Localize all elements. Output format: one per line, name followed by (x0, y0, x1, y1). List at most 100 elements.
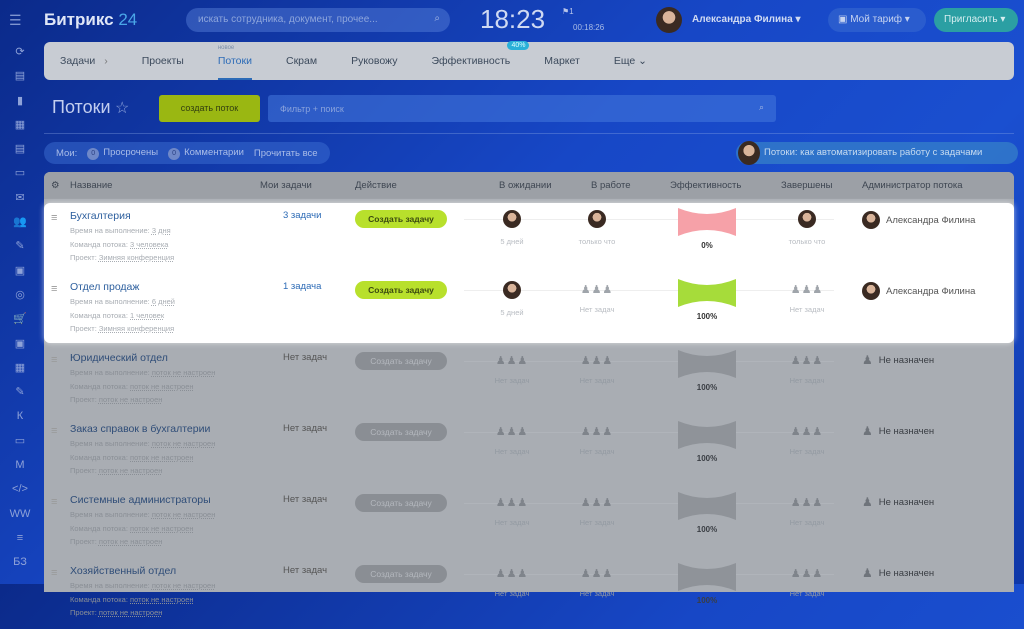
sidebar-item[interactable]: ◎ (15, 288, 25, 301)
column-header[interactable]: В работе (591, 180, 631, 191)
column-header[interactable]: Администратор потока (862, 180, 963, 191)
drag-handle-icon[interactable]: ≡ (51, 283, 58, 295)
tariff-button[interactable]: ▣ Мой тариф ▾ (828, 8, 926, 32)
flow-team[interactable]: Команда потока: 1 человек (70, 311, 165, 320)
sidebar-item[interactable]: ▭ (14, 167, 26, 180)
flow-team[interactable]: Команда потока: поток не настроен (70, 524, 194, 533)
sidebar-item[interactable]: ⟳ (15, 46, 25, 58)
create-task-button[interactable]: Создать задачу (355, 281, 447, 299)
sidebar-item[interactable]: К (16, 410, 24, 423)
sidebar-item[interactable]: ≡ (16, 531, 24, 544)
flow-team[interactable]: Команда потока: 3 человека (70, 240, 169, 249)
sidebar-item[interactable]: ▣ (14, 264, 26, 277)
drag-handle-icon[interactable]: ≡ (51, 425, 58, 437)
column-header[interactable]: Завершены (781, 180, 833, 191)
flow-team[interactable]: Команда потока: поток не настроен (70, 595, 194, 604)
invite-button[interactable]: Пригласить ▾ (934, 8, 1018, 32)
drag-handle-icon[interactable]: ≡ (51, 212, 58, 224)
admin-cell[interactable]: Александра Филина (862, 282, 975, 300)
admin-cell[interactable]: ♟ Не назначен (862, 424, 934, 438)
sidebar-item[interactable]: ▤ (14, 143, 26, 156)
column-header[interactable]: Действие (355, 180, 397, 191)
admin-cell[interactable]: ♟ Не назначен (862, 566, 934, 580)
sidebar-item[interactable]: ✎ (15, 240, 25, 253)
user-avatar[interactable] (656, 7, 682, 33)
admin-cell[interactable]: Александра Филина (862, 211, 975, 229)
column-header[interactable]: Название (70, 180, 113, 191)
sidebar-item[interactable]: ▦ (14, 361, 26, 374)
logo[interactable]: Битрикс 24 (44, 10, 137, 30)
overdue-filter[interactable]: 0 Просрочены (87, 147, 158, 160)
global-search-input[interactable]: искать сотрудника, документ, прочее... ⌕ (186, 8, 450, 32)
create-task-button[interactable]: Создать задачу (355, 210, 447, 228)
sidebar-item[interactable]: </> (12, 483, 28, 496)
column-header[interactable]: Эффективность (670, 180, 742, 191)
sidebar-item[interactable]: ▮ (16, 94, 24, 107)
flow-project[interactable]: Проект: поток не настроен (70, 537, 163, 546)
tab-1[interactable]: Проекты (142, 55, 184, 67)
flow-name-link[interactable]: Хозяйственный отдел (70, 565, 177, 577)
create-task-button[interactable]: Создать задачу (355, 352, 447, 370)
sidebar-item[interactable]: ▭ (14, 434, 26, 447)
sidebar-item[interactable]: БЗ (13, 556, 27, 569)
clock[interactable]: 18:23 (480, 4, 546, 34)
sidebar-item[interactable]: ▤ (14, 70, 26, 83)
read-all-button[interactable]: Прочитать все (253, 147, 318, 159)
create-task-button[interactable]: Создать задачу (355, 494, 447, 512)
column-header[interactable]: Мои задачи (260, 180, 312, 191)
help-banner[interactable]: Потоки: как автоматизировать работу с за… (736, 141, 1018, 165)
star-icon[interactable]: ☆ (115, 100, 130, 117)
tab-5[interactable]: Эффективность 40% (431, 41, 530, 67)
drag-handle-icon[interactable]: ≡ (51, 354, 58, 366)
my-tasks-link[interactable]: Нет задач (283, 565, 328, 576)
comments-filter[interactable]: 0 Комментарии (168, 147, 244, 160)
user-avatar[interactable] (503, 210, 521, 228)
my-tasks-link[interactable]: Нет задач (283, 494, 328, 505)
column-header[interactable]: В ожидании (499, 180, 552, 191)
menu-icon[interactable]: ☰ (9, 12, 22, 28)
tab-7[interactable]: Еще ⌄ (614, 55, 647, 67)
flow-project[interactable]: Проект: Зимняя конференция (70, 324, 175, 333)
flow-name-link[interactable]: Заказ справок в бухгалтерии (70, 423, 211, 435)
admin-cell[interactable]: ♟ Не назначен (862, 353, 934, 367)
create-task-button[interactable]: Создать задачу (355, 565, 447, 583)
sidebar-item[interactable]: M (15, 459, 25, 472)
my-tasks-link[interactable]: 1 задача (283, 281, 322, 292)
drag-handle-icon[interactable]: ≡ (51, 496, 58, 508)
admin-cell[interactable]: ♟ Не назначен (862, 495, 934, 509)
tab-3[interactable]: Скрам (286, 55, 317, 67)
tab-2[interactable]: Потоки новое (217, 45, 252, 80)
flow-team[interactable]: Команда потока: поток не настроен (70, 453, 194, 462)
flow-name-link[interactable]: Системные администраторы (70, 494, 211, 506)
flow-project[interactable]: Проект: Зимняя конференция (70, 253, 175, 262)
user-avatar[interactable] (503, 281, 521, 299)
flow-project[interactable]: Проект: поток не настроен (70, 395, 163, 404)
flow-name-link[interactable]: Бухгалтерия (70, 210, 131, 222)
my-tasks-link[interactable]: Нет задач (283, 423, 328, 434)
tab-0[interactable]: Задачи › (60, 55, 108, 67)
tab-4[interactable]: Руковожу (351, 55, 397, 67)
flow-name-link[interactable]: Юридический отдел (70, 352, 168, 364)
flow-name-link[interactable]: Отдел продаж (70, 281, 140, 293)
user-menu[interactable]: Александра Филина ▾ (692, 14, 801, 25)
user-avatar[interactable] (798, 210, 816, 228)
sidebar-item[interactable]: ✎ (15, 386, 25, 399)
my-tasks-link[interactable]: 3 задачи (283, 210, 322, 221)
tab-6[interactable]: Маркет (544, 55, 580, 67)
flow-team[interactable]: Команда потока: поток не настроен (70, 382, 194, 391)
create-flow-button[interactable]: создать поток (159, 95, 260, 122)
filter-search-input[interactable]: Фильтр + поиск ⌕ (268, 95, 776, 122)
my-tasks-link[interactable]: Нет задач (283, 352, 328, 363)
drag-handle-icon[interactable]: ≡ (51, 567, 58, 579)
flow-project[interactable]: Проект: поток не настроен (70, 466, 163, 475)
sidebar-item[interactable]: ▣ (14, 337, 26, 350)
flow-project[interactable]: Проект: поток не настроен (70, 608, 163, 617)
user-avatar[interactable] (588, 210, 606, 228)
sidebar-item[interactable]: ✉ (15, 191, 25, 204)
settings-icon[interactable]: ⚙ (51, 180, 60, 191)
sidebar-item[interactable]: WW (9, 507, 31, 520)
sidebar-item[interactable]: ▦ (14, 118, 26, 131)
sidebar-item[interactable]: 👥 (13, 216, 27, 229)
sidebar-item[interactable]: 🛒 (13, 313, 27, 326)
create-task-button[interactable]: Создать задачу (355, 423, 447, 441)
